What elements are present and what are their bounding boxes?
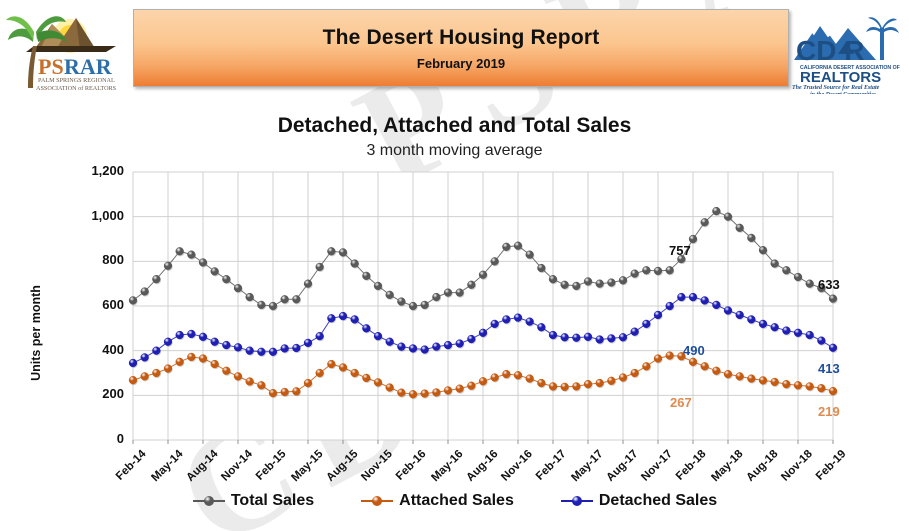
page-subtitle: February 2019 [416, 55, 506, 71]
svg-text:PALM SPRINGS REGIONAL: PALM SPRINGS REGIONAL [38, 77, 115, 84]
legend-marker-icon [361, 496, 394, 506]
sales-chart: Detached, Attached and Total Sales 3 mon… [0, 96, 909, 531]
psrar-logo: PS RAR PALM SPRINGS REGIONAL ASSOCIATION… [6, 16, 117, 92]
legend-label: Detached Sales [598, 492, 718, 509]
y-tick-label: 200 [102, 386, 124, 402]
legend-label: Total Sales [230, 492, 315, 509]
svg-text:The Trusted Source for Real Es: The Trusted Source for Real Estate [792, 85, 880, 91]
page-title: The Desert Housing Report [322, 25, 600, 49]
svg-text:CALIFORNIA DESERT ASSOCIATION: CALIFORNIA DESERT ASSOCIATION OF [800, 65, 900, 71]
y-tick-label: 400 [102, 341, 124, 357]
chart-legend: Total Sales Attached Sales Detached Sales [0, 492, 909, 510]
svg-text:PS: PS [38, 54, 64, 79]
report-header: PS RAR PALM SPRINGS REGIONAL ASSOCIATION… [0, 0, 909, 95]
legend-label: Attached Sales [399, 492, 514, 509]
legend-item-total-sales[interactable]: Total Sales [192, 492, 314, 510]
y-tick-label: 1,200 [91, 163, 124, 178]
svg-text:in the Desert Communities: in the Desert Communities [810, 92, 877, 94]
y-tick-label: 0 [116, 431, 124, 446]
y-tick-label: 1,000 [91, 207, 124, 223]
y-tick-label: 600 [102, 297, 124, 312]
chart-annotation: 219 [818, 404, 840, 419]
chart-subtitle: 3 month moving average [366, 142, 543, 159]
svg-text:CD R: CD R [796, 35, 864, 66]
y-tick-label: 800 [102, 252, 124, 268]
chart-annotation: 267 [670, 395, 692, 410]
cdar-logo: CD R CALIFORNIA DESERT ASSOCIATION OF RE… [792, 17, 900, 94]
report-title-banner: The Desert Housing Report February 2019 [133, 9, 789, 87]
svg-text:ASSOCIATION of REALTORS: ASSOCIATION of REALTORS [36, 85, 117, 92]
legend-item-detached-sales[interactable]: Detached Sales [560, 492, 717, 510]
svg-text:REALTORS: REALTORS [800, 69, 881, 86]
plot-area [128, 171, 838, 444]
chart-annotation: 490 [683, 343, 705, 358]
chart-annotation: 413 [818, 361, 840, 376]
legend-marker-icon [560, 496, 593, 506]
legend-item-attached-sales[interactable]: Attached Sales [360, 492, 514, 510]
chart-annotation: 633 [818, 277, 840, 292]
svg-text:RAR: RAR [64, 54, 113, 79]
legend-marker-icon [192, 496, 225, 506]
chart-title: Detached, Attached and Total Sales [277, 114, 632, 137]
chart-annotation: 757 [669, 243, 691, 258]
